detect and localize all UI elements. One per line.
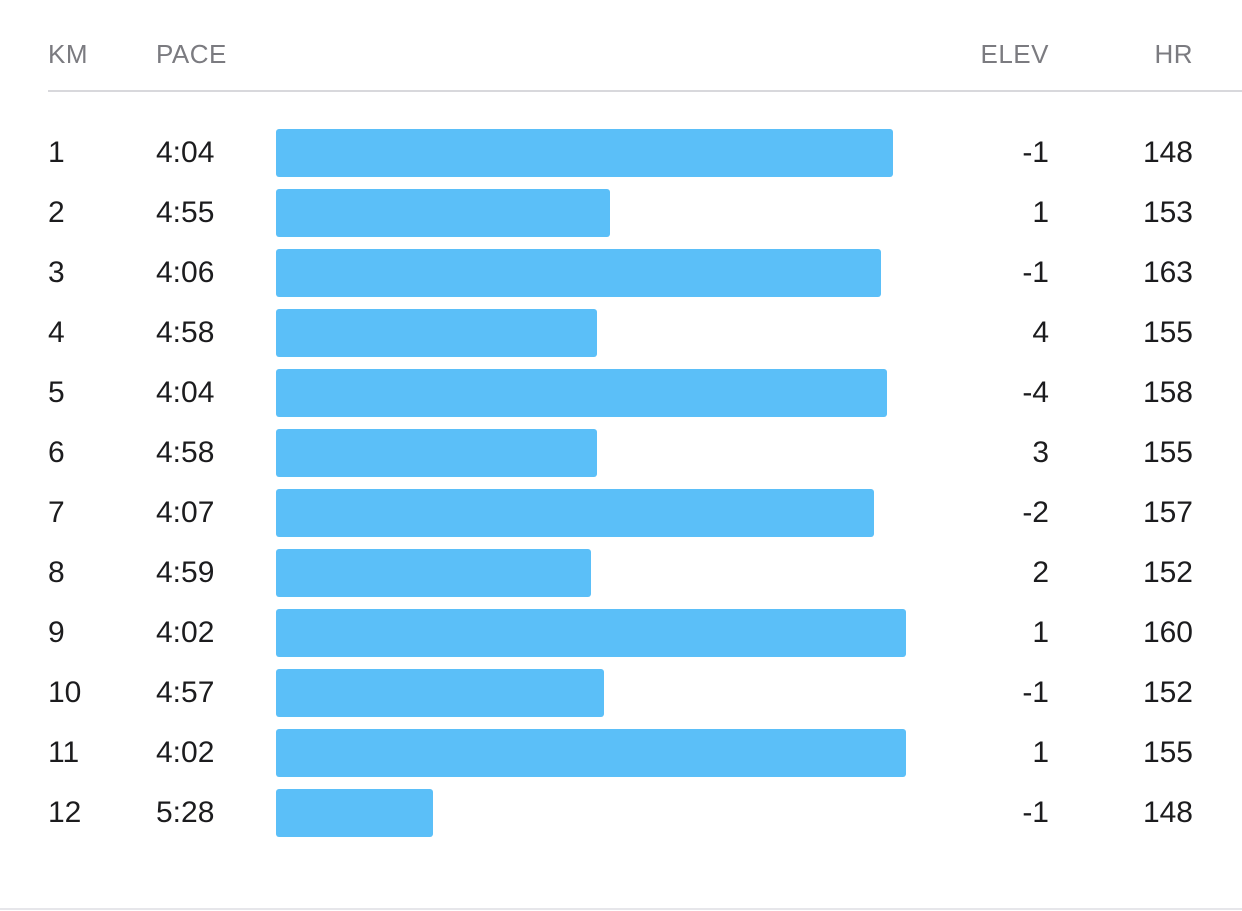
split-km: 4 bbox=[48, 316, 65, 349]
splits-rows: 1 4:04 -1 148 2 4:55 1 153 3 4:06 -1 163… bbox=[0, 123, 1242, 843]
split-hr: 163 bbox=[1142, 256, 1193, 289]
split-km: 9 bbox=[48, 616, 65, 649]
split-row: 6 4:58 3 155 bbox=[0, 423, 1242, 483]
split-hr: 152 bbox=[1142, 676, 1193, 709]
pace-bar-track bbox=[276, 429, 976, 477]
split-elev: -1 bbox=[1022, 676, 1049, 709]
pace-bar-track bbox=[276, 129, 976, 177]
split-row: 9 4:02 1 160 bbox=[0, 603, 1242, 663]
split-hr: 157 bbox=[1142, 496, 1193, 529]
split-elev: -1 bbox=[1022, 256, 1049, 289]
split-hr: 148 bbox=[1142, 796, 1193, 829]
split-hr: 155 bbox=[1142, 436, 1193, 469]
split-elev: 1 bbox=[1032, 736, 1049, 769]
split-pace: 4:06 bbox=[156, 256, 215, 289]
split-hr: 155 bbox=[1142, 736, 1193, 769]
split-km: 12 bbox=[48, 796, 82, 829]
pace-bar bbox=[276, 309, 597, 357]
split-pace: 4:04 bbox=[156, 136, 215, 169]
split-elev: -1 bbox=[1022, 796, 1049, 829]
pace-bar-track bbox=[276, 669, 976, 717]
pace-bar-track bbox=[276, 549, 976, 597]
pace-bar-track bbox=[276, 369, 976, 417]
pace-bar bbox=[276, 429, 597, 477]
pace-bar-track bbox=[276, 249, 976, 297]
split-elev: 3 bbox=[1032, 436, 1049, 469]
split-km: 1 bbox=[48, 136, 65, 169]
split-pace: 4:02 bbox=[156, 616, 215, 649]
split-km: 10 bbox=[48, 676, 82, 709]
column-header-km: KM bbox=[48, 39, 88, 69]
split-km: 6 bbox=[48, 436, 65, 469]
split-row: 2 4:55 1 153 bbox=[0, 183, 1242, 243]
pace-bar bbox=[276, 549, 591, 597]
pace-bar bbox=[276, 249, 881, 297]
split-hr: 148 bbox=[1142, 136, 1193, 169]
split-row: 7 4:07 -2 157 bbox=[0, 483, 1242, 543]
split-km: 8 bbox=[48, 556, 65, 589]
split-elev: 2 bbox=[1032, 556, 1049, 589]
split-pace: 4:59 bbox=[156, 556, 215, 589]
split-elev: 1 bbox=[1032, 196, 1049, 229]
split-elev: 4 bbox=[1032, 316, 1049, 349]
pace-bar bbox=[276, 609, 906, 657]
split-row: 8 4:59 2 152 bbox=[0, 543, 1242, 603]
split-row: 5 4:04 -4 158 bbox=[0, 363, 1242, 423]
split-row: 3 4:06 -1 163 bbox=[0, 243, 1242, 303]
pace-bar-track bbox=[276, 309, 976, 357]
split-hr: 152 bbox=[1142, 556, 1193, 589]
split-row: 12 5:28 -1 148 bbox=[0, 783, 1242, 843]
pace-bar bbox=[276, 789, 433, 837]
pace-bar bbox=[276, 129, 893, 177]
pace-bar bbox=[276, 729, 906, 777]
bottom-divider bbox=[0, 908, 1242, 910]
split-hr: 153 bbox=[1142, 196, 1193, 229]
pace-bar-track bbox=[276, 489, 976, 537]
split-pace: 4:58 bbox=[156, 436, 215, 469]
pace-bar bbox=[276, 369, 887, 417]
pace-bar bbox=[276, 489, 874, 537]
splits-header: KM PACE ELEV HR bbox=[0, 0, 1242, 92]
split-pace: 4:04 bbox=[156, 376, 215, 409]
pace-bar-track bbox=[276, 789, 976, 837]
split-row: 10 4:57 -1 152 bbox=[0, 663, 1242, 723]
split-pace: 4:55 bbox=[156, 196, 215, 229]
split-elev: -1 bbox=[1022, 136, 1049, 169]
split-pace: 4:57 bbox=[156, 676, 215, 709]
split-hr: 155 bbox=[1142, 316, 1193, 349]
pace-bar-track bbox=[276, 729, 976, 777]
split-row: 4 4:58 4 155 bbox=[0, 303, 1242, 363]
column-header-pace: PACE bbox=[156, 39, 227, 69]
pace-bar bbox=[276, 669, 604, 717]
pace-bar bbox=[276, 189, 610, 237]
split-elev: -4 bbox=[1022, 376, 1049, 409]
split-elev: 1 bbox=[1032, 616, 1049, 649]
split-pace: 4:07 bbox=[156, 496, 215, 529]
split-km: 2 bbox=[48, 196, 65, 229]
header-divider bbox=[48, 90, 1242, 92]
split-pace: 4:58 bbox=[156, 316, 215, 349]
split-hr: 158 bbox=[1142, 376, 1193, 409]
split-hr: 160 bbox=[1142, 616, 1193, 649]
pace-bar-track bbox=[276, 609, 976, 657]
column-header-elev: ELEV bbox=[980, 39, 1049, 69]
split-km: 11 bbox=[48, 736, 80, 769]
split-km: 7 bbox=[48, 496, 65, 529]
column-header-hr: HR bbox=[1154, 39, 1193, 69]
split-km: 5 bbox=[48, 376, 65, 409]
split-row: 11 4:02 1 155 bbox=[0, 723, 1242, 783]
split-row: 1 4:04 -1 148 bbox=[0, 123, 1242, 183]
split-pace: 4:02 bbox=[156, 736, 215, 769]
split-elev: -2 bbox=[1022, 496, 1049, 529]
pace-bar-track bbox=[276, 189, 976, 237]
split-pace: 5:28 bbox=[156, 796, 215, 829]
split-km: 3 bbox=[48, 256, 65, 289]
